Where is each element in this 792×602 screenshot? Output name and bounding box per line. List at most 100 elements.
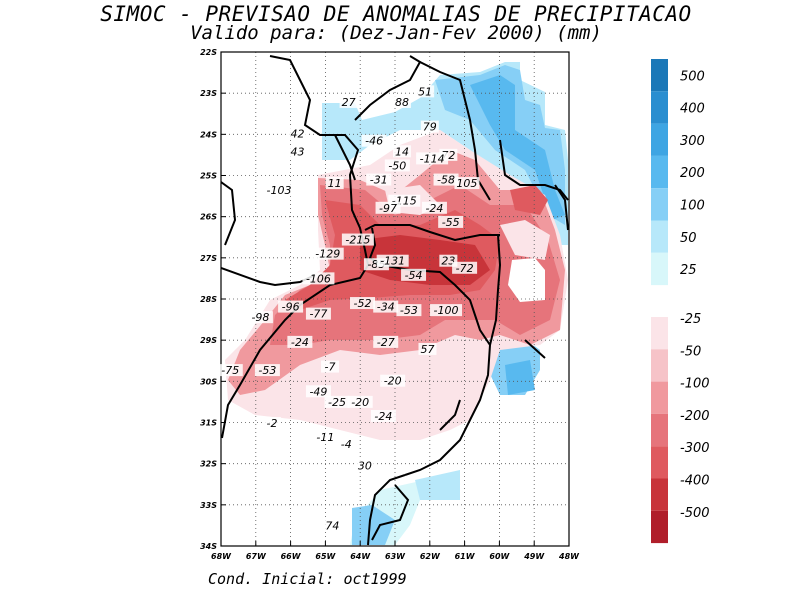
anomaly-value-label: 57 [418,342,437,356]
anomaly-value-text: -106 [306,272,331,285]
anomaly-value-text: -114 [420,152,445,165]
lon-tick-label: 48W [558,552,580,561]
country-borders [221,55,569,546]
label-background [325,177,344,190]
label-background [454,177,480,190]
anomaly-value-label: -75 [217,364,243,377]
colorbar-label-positive: 200 [680,166,705,181]
lat-tick-label: 27S [200,254,217,263]
anomaly-value-label: -72 [452,261,478,275]
anomaly-value-label: -34 [373,300,399,314]
label-background [341,233,374,246]
lat-tick-label: 25S [200,172,217,181]
colorbar-label-positive: 400 [680,102,705,117]
label-background [433,173,459,186]
anomaly-value-label: -52 [350,297,376,310]
colorbar-label-negative: -200 [680,409,710,424]
lat-tick-label: 23S [200,89,217,98]
anomaly-value-label: -54 [401,268,427,282]
anomaly-value-text: -98 [251,311,269,324]
lat-tick-label: 34S [200,542,217,551]
anomaly-value-text: -34 [377,301,395,314]
colorbar-label-negative: -400 [680,474,710,489]
anomaly-value-text: -55 [442,216,460,229]
label-background [337,438,356,451]
label-background [323,519,342,532]
colorbar-swatch-positive [651,59,668,92]
anomaly-value-label: 51 [416,85,435,98]
label-background [321,360,340,373]
anomaly-value-label: 11 [325,177,344,190]
label-background [421,201,447,214]
anomaly-value-text: -2 [267,417,278,430]
anomaly-value-label: -129 [311,247,344,261]
colorbar-swatch-positive [651,91,668,124]
lon-tick-label: 63W [385,552,406,561]
anomaly-value-text: 42 [291,128,305,141]
anomaly-value-label: 43 [288,145,307,158]
lat-tick-label: 29S [200,336,217,345]
colorbar-swatch-positive [651,155,668,189]
anomaly-value-text: -27 [377,336,395,349]
anomaly-value-text: -215 [345,234,370,247]
anomaly-value-text: 105 [456,177,477,190]
neutral-region [508,258,545,302]
lat-tick-label: 22S [200,48,217,57]
lat-tick-label: 31S [200,419,217,428]
anomaly-value-text: -20 [384,375,402,388]
lat-tick-label: 24S [200,130,217,139]
label-background [380,374,406,387]
positive-anomaly-region [415,470,460,500]
anomaly-value-label: -53 [254,364,280,377]
anomaly-value-label: 14 [392,145,411,158]
anomaly-value-label: -100 [430,304,463,317]
anomaly-value-text: -96 [282,301,300,314]
label-background [305,307,331,320]
label-background [312,431,338,444]
label-background [416,152,449,165]
label-background [311,247,344,260]
anomaly-value-label: -20 [347,395,373,409]
colorbar-label-positive: 100 [680,199,705,214]
anomaly-value-label: -49 [305,385,331,398]
label-background [430,304,463,317]
colorbar-legend: 500 400 300 200 100 50 25 -25 -50 -100 -200 -300 -40… [651,59,710,544]
anomaly-value-label: 74 [323,519,342,532]
anomaly-value-label: -7 [321,360,340,374]
label-background [366,173,392,186]
lon-tick-label: 66W [281,552,302,561]
anomaly-value-text: -54 [405,269,423,282]
anomaly-value-text: -131 [380,255,405,268]
anomaly-value-label: -27 [373,335,399,349]
anomaly-value-text: 11 [328,177,342,190]
colorbar-swatch-negative [651,446,668,479]
negative-anomaly-region [510,185,548,215]
anomaly-value-text: -103 [267,184,292,197]
anomaly-value-label: -55 [438,215,464,229]
label-background [438,215,464,228]
label-background [418,342,437,355]
colorbar-swatch-positive [651,123,668,156]
label-background [324,395,350,408]
anomaly-value-text: 88 [395,96,409,109]
label-background [376,254,409,267]
colorbar-swatch-positive [651,220,668,253]
colorbar-swatch-negative [651,349,668,382]
anomaly-value-text: 57 [420,343,434,356]
anomaly-value-text: 79 [423,121,437,134]
label-background [347,395,373,408]
lon-tick-label: 62W [420,552,441,561]
map-subtitle: Valido para: (Dez-Jan-Fev 2000) (mm) [190,22,602,44]
anomaly-value-text: -46 [365,135,383,148]
lon-tick-label: 64W [350,552,371,561]
lat-tick-label: 30S [200,377,217,386]
label-background [401,268,427,281]
anomaly-value-text: -24 [425,202,443,215]
label-background [420,120,439,133]
colorbar-label-negative: -300 [680,441,710,456]
anomaly-value-label: -106 [302,272,335,285]
anomaly-value-text: -53 [258,364,276,377]
anomaly-value-label: 42 [288,127,307,141]
